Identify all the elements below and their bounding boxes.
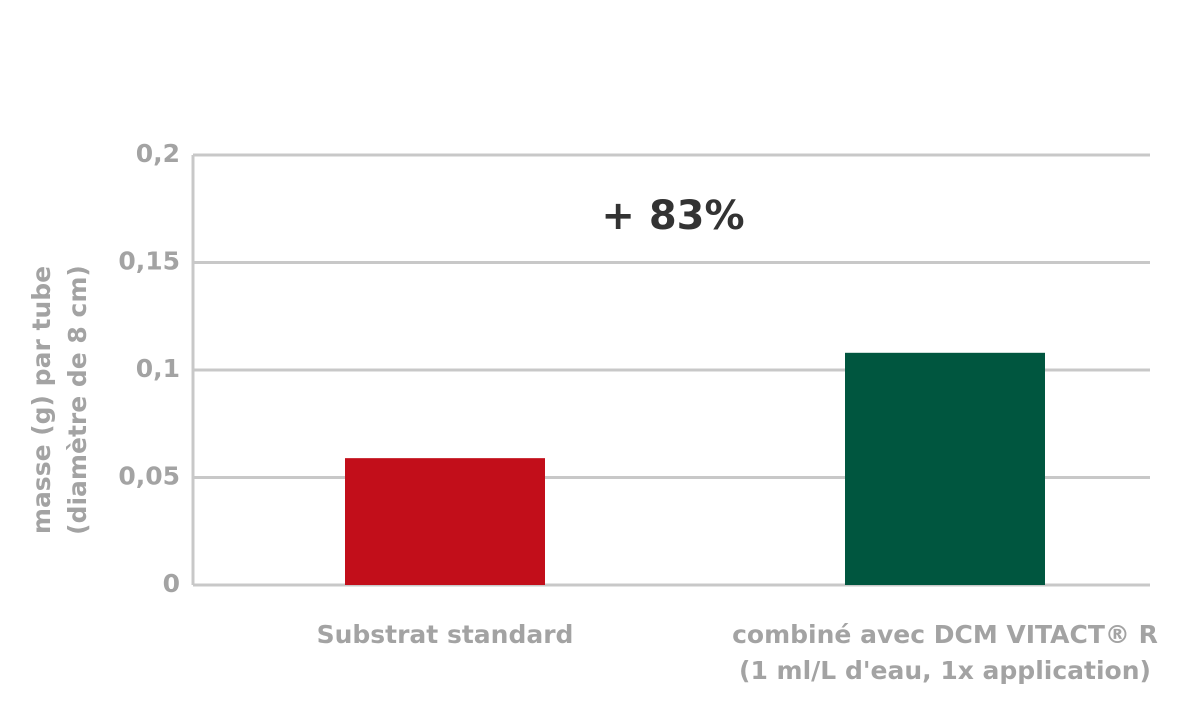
y-tick-label: 0,2: [136, 139, 180, 168]
x-tick-label: Substrat standard: [316, 620, 574, 649]
annotation: + 83%: [601, 193, 744, 239]
bar: [845, 352, 1045, 585]
y-tick-label: 0,1: [136, 354, 180, 383]
y-tick-label: 0,15: [118, 247, 180, 276]
bar: [345, 458, 545, 585]
y-axis-label: masse (g) par tube (diamètre de 8 cm): [27, 265, 92, 535]
x-tick-label: combiné avec DCM VITACT® R (1 ml/L d'eau…: [732, 620, 1158, 685]
y-tick-label: 0,05: [118, 462, 180, 491]
y-tick-label: 0: [163, 569, 180, 598]
